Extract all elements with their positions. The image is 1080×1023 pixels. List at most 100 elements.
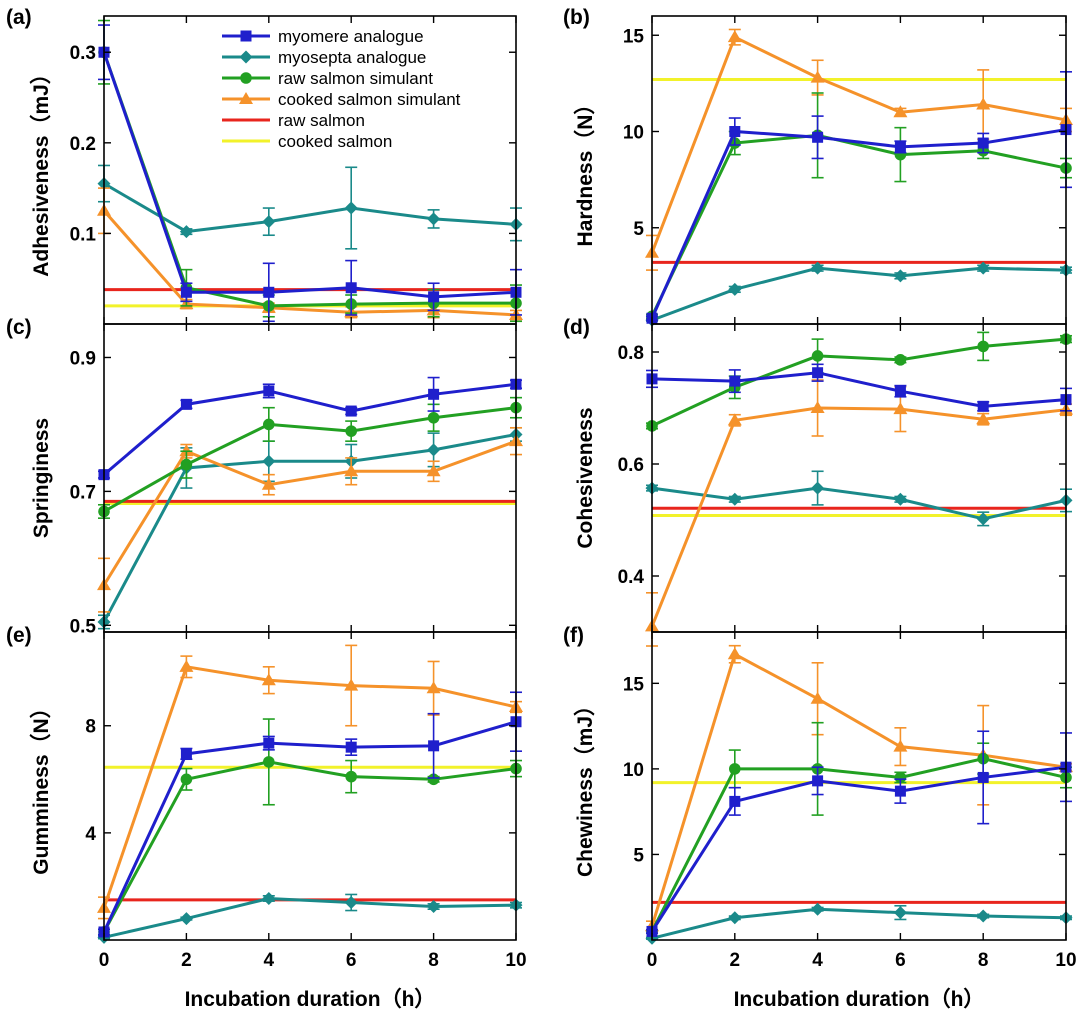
legend-marker [239, 50, 253, 64]
legend-label: cooked salmon [278, 132, 392, 151]
data-point [977, 340, 989, 353]
data-point [179, 912, 193, 926]
legend: myomere analogue myosepta analogue raw sal… [222, 27, 461, 151]
y-tick-label: 4 [85, 824, 96, 845]
x-tick-label: 0 [99, 950, 110, 971]
series-line [102, 720, 517, 933]
legend-label: raw salmon simulant [278, 69, 433, 88]
data-point [263, 756, 275, 768]
series-line [102, 209, 517, 317]
y-tick-label: 5 [633, 219, 644, 240]
y-tick-label: 8 [85, 717, 96, 738]
x-tick-label: 8 [978, 950, 989, 971]
data-point [180, 286, 192, 298]
series-cooked-salmon-simulant [645, 28, 1073, 271]
series-line [650, 133, 1067, 317]
series-myosepta-analogue [645, 261, 1073, 327]
reference-lines [652, 781, 1066, 904]
data-point [428, 740, 440, 752]
x-tick-label: 10 [1055, 950, 1076, 971]
data-point [977, 771, 989, 783]
series-line [651, 337, 1067, 428]
data-point [427, 411, 440, 424]
panel-f: 5 10 15 0 2 4 6 8 10 Chewiness（mJ） (f) Incubation d… [563, 624, 1077, 1011]
series-line [102, 665, 517, 909]
plot-frame [651, 323, 1067, 633]
panel-label: (a) [6, 6, 32, 29]
data-point [894, 771, 907, 784]
data-point [894, 385, 906, 397]
data-point [426, 681, 441, 694]
data-point [729, 126, 741, 137]
data-point [263, 418, 275, 431]
x-tick-label: 6 [346, 950, 357, 971]
data-point [261, 477, 276, 490]
series-myomere-analogue [646, 363, 1072, 412]
y-axis-label: Springiness [30, 418, 53, 538]
data-point [729, 375, 741, 387]
panel-label: (b) [563, 6, 590, 29]
series-line [102, 51, 517, 299]
panel-label: (d) [563, 316, 590, 339]
series-line [103, 382, 517, 476]
y-tick-label: 0.1 [70, 224, 97, 245]
data-point [427, 212, 441, 226]
y-tick-label: 0.4 [618, 567, 645, 588]
series-line [651, 371, 1067, 408]
series-line [103, 896, 517, 939]
data-point [179, 659, 194, 672]
data-point [729, 795, 741, 807]
data-point [263, 286, 275, 298]
legend-label: cooked salmon simulant [278, 90, 461, 109]
panel-label: (e) [6, 624, 32, 647]
data-point [729, 763, 741, 775]
data-point [262, 215, 276, 229]
data-point [893, 269, 907, 283]
data-point [894, 785, 906, 797]
data-point [345, 425, 358, 437]
data-point [345, 770, 358, 783]
data-point [263, 385, 275, 397]
y-tick-label: 0.8 [618, 343, 644, 364]
series-myosepta-analogue [97, 426, 523, 630]
data-point [811, 350, 824, 362]
legend-marker [240, 30, 252, 42]
legend-item: cooked salmon [222, 132, 392, 151]
data-point [728, 282, 742, 296]
data-point [345, 282, 357, 294]
series-line [651, 266, 1067, 322]
panel-b: 5 10 15 Hardness（N） (b) [563, 6, 1073, 327]
data-point [261, 673, 276, 686]
data-point [426, 464, 441, 477]
legend-label: myosepta analogue [278, 48, 426, 67]
y-tick-label: 15 [623, 26, 645, 47]
series-cooked-salmon-simulant [97, 187, 523, 321]
reference-lines [104, 499, 516, 505]
data-point [428, 388, 440, 400]
data-point [810, 401, 825, 413]
y-tick-label: 10 [623, 123, 644, 144]
legend-item: raw salmon simulant [222, 69, 433, 88]
data-point [976, 512, 990, 526]
series-cooked-salmon-simulant [97, 644, 523, 920]
data-point [427, 443, 441, 457]
legend-label: myomere analogue [278, 27, 424, 46]
data-point [976, 412, 991, 425]
data-point [812, 775, 824, 787]
panel-c: 0.5 0.7 0.9 Springiness (c) [6, 316, 523, 637]
series-line [650, 35, 1067, 254]
data-point [894, 141, 906, 153]
series-line [102, 433, 517, 623]
y-tick-label: 0.9 [70, 348, 96, 369]
legend-item: myosepta analogue [222, 48, 426, 67]
series-line [102, 760, 517, 933]
y-tick-label: 0.5 [70, 616, 97, 637]
data-point [180, 773, 193, 786]
legend-item: cooked salmon simulant [222, 90, 461, 109]
series-line [650, 406, 1067, 627]
legend-label: raw salmon [278, 111, 365, 130]
data-point [976, 261, 990, 275]
data-point [727, 647, 742, 660]
panel-label: (f) [563, 624, 584, 647]
series-line [650, 128, 1067, 319]
